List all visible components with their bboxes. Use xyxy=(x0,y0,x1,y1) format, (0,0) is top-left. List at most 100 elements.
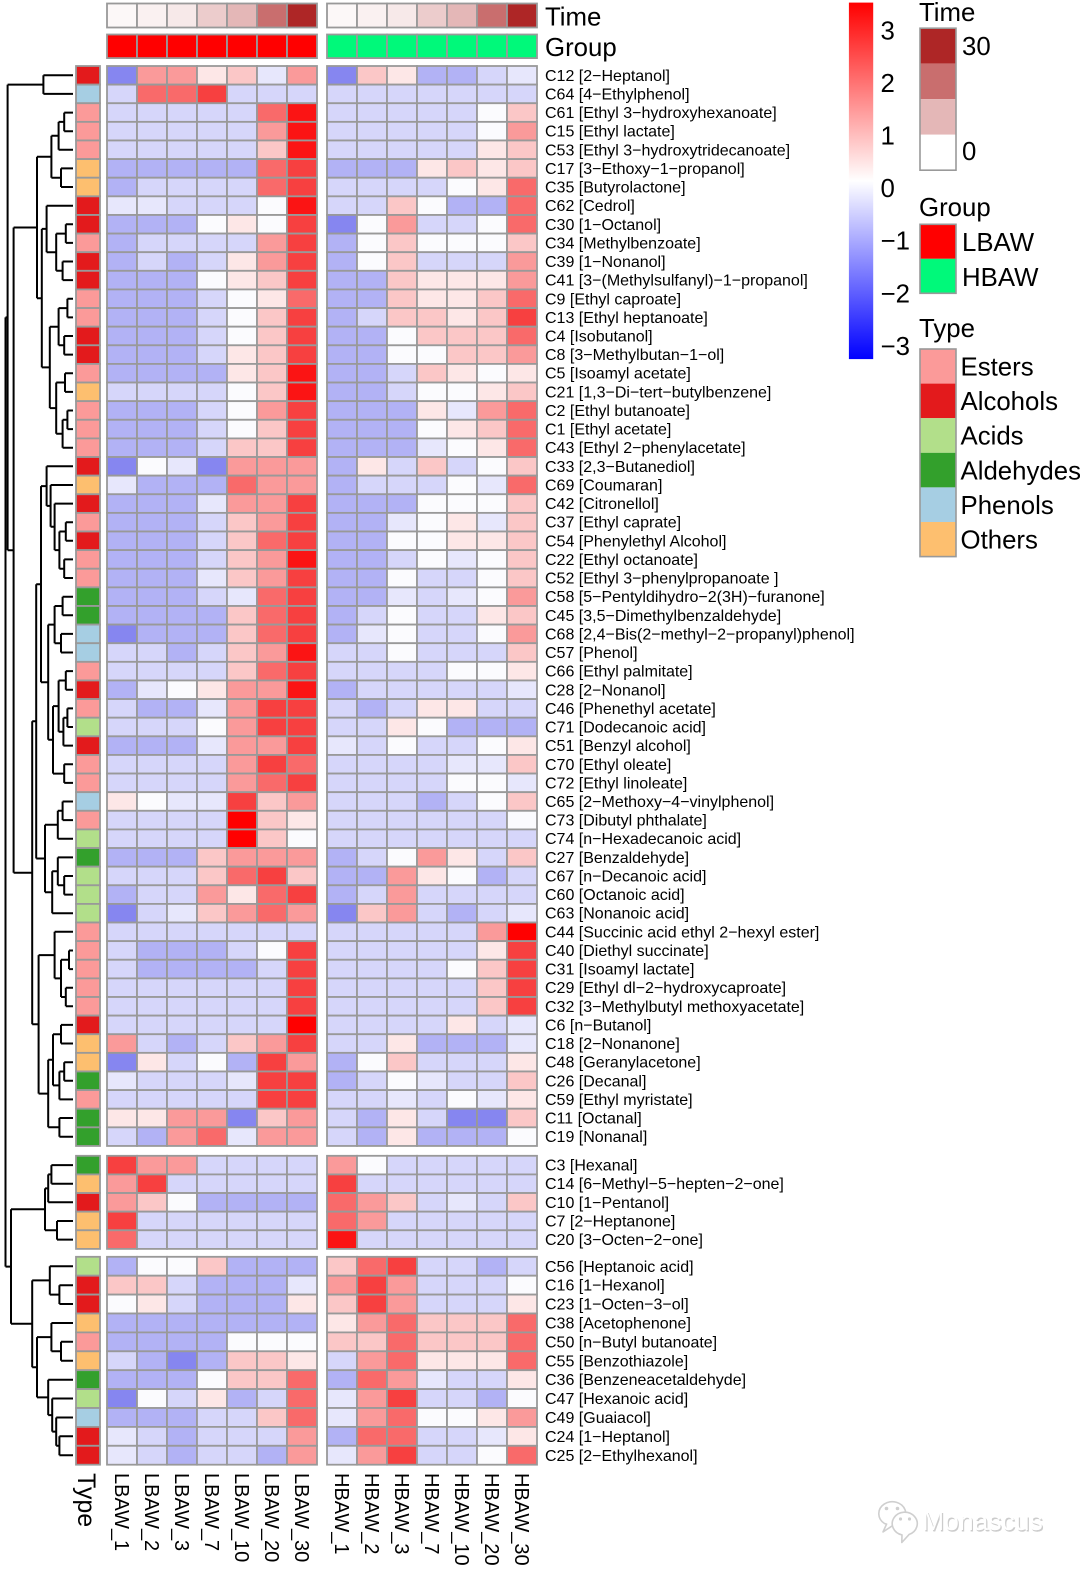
svg-text:C21 [1,3−Di−tert−butylbenzene]: C21 [1,3−Di−tert−butylbenzene] xyxy=(545,384,771,401)
svg-text:C62 [Cedrol]: C62 [Cedrol] xyxy=(545,198,635,215)
svg-text:C15 [Ethyl lactate]: C15 [Ethyl lactate] xyxy=(545,124,675,141)
svg-text:HBAW_30: HBAW_30 xyxy=(510,1473,532,1566)
svg-text:C30 [1−Octanol]: C30 [1−Octanol] xyxy=(545,217,661,234)
svg-text:C12 [2−Heptanol]: C12 [2−Heptanol] xyxy=(545,68,670,85)
svg-text:C35 [Butyrolactone]: C35 [Butyrolactone] xyxy=(545,180,686,197)
svg-text:C14 [6−Methyl−5−hepten−2−one]: C14 [6−Methyl−5−hepten−2−one] xyxy=(545,1176,784,1193)
svg-text:C5 [Isoamyl acetate]: C5 [Isoamyl acetate] xyxy=(545,366,691,383)
svg-text:C29 [Ethyl dl−2−hydroxycaproat: C29 [Ethyl dl−2−hydroxycaproate] xyxy=(545,980,786,997)
svg-text:Time: Time xyxy=(919,0,975,27)
svg-text:LBAW_10: LBAW_10 xyxy=(230,1473,252,1562)
svg-text:C23 [1−Octen−3−ol]: C23 [1−Octen−3−ol] xyxy=(545,1297,689,1314)
svg-text:C41 [3−(Methylsulfanyl)−1−prop: C41 [3−(Methylsulfanyl)−1−propanol] xyxy=(545,273,808,290)
svg-text:C1 [Ethyl acetate]: C1 [Ethyl acetate] xyxy=(545,422,671,439)
svg-text:LBAW_1: LBAW_1 xyxy=(110,1473,132,1551)
svg-text:C64 [4−Ethylphenol]: C64 [4−Ethylphenol] xyxy=(545,86,690,103)
svg-text:C71 [Dodecanoic acid]: C71 [Dodecanoic acid] xyxy=(545,720,706,737)
svg-text:Time: Time xyxy=(545,3,601,31)
svg-text:C43 [Ethyl 2−phenylacetate]: C43 [Ethyl 2−phenylacetate] xyxy=(545,440,746,457)
svg-text:LBAW_7: LBAW_7 xyxy=(200,1473,222,1551)
svg-text:C37 [Ethyl caprate]: C37 [Ethyl caprate] xyxy=(545,515,681,532)
svg-text:HBAW_3: HBAW_3 xyxy=(390,1473,412,1555)
svg-text:C9 [Ethyl caproate]: C9 [Ethyl caproate] xyxy=(545,291,681,308)
svg-text:LBAW_20: LBAW_20 xyxy=(260,1473,282,1562)
svg-text:HBAW_2: HBAW_2 xyxy=(360,1473,382,1555)
svg-text:C3 [Hexanal]: C3 [Hexanal] xyxy=(545,1158,638,1175)
svg-text:−2: −2 xyxy=(881,280,910,308)
svg-text:Type: Type xyxy=(919,315,975,343)
svg-text:Type: Type xyxy=(72,1473,100,1527)
svg-text:C8 [3−Methylbutan−1−ol]: C8 [3−Methylbutan−1−ol] xyxy=(545,347,724,364)
svg-text:LBAW_3: LBAW_3 xyxy=(170,1473,192,1551)
svg-text:Monascus: Monascus xyxy=(922,1506,1043,1536)
svg-text:C67 [n−Decanoic acid]: C67 [n−Decanoic acid] xyxy=(545,868,706,885)
svg-text:C32 [3−Methylbutyl methoxyacet: C32 [3−Methylbutyl methoxyacetate] xyxy=(545,999,804,1016)
svg-text:HBAW_7: HBAW_7 xyxy=(420,1473,442,1555)
svg-text:C44 [Succinic acid ethyl 2−hex: C44 [Succinic acid ethyl 2−hexyl ester] xyxy=(545,924,819,941)
svg-text:C66 [Ethyl palmitate]: C66 [Ethyl palmitate] xyxy=(545,664,693,681)
svg-text:C58 [5−Pentyldihydro−2(3H)−fur: C58 [5−Pentyldihydro−2(3H)−furanone] xyxy=(545,589,825,606)
svg-text:C52 [Ethyl 3−phenylpropanoate: C52 [Ethyl 3−phenylpropanoate ] xyxy=(545,571,779,588)
svg-text:Group: Group xyxy=(919,194,991,222)
svg-text:C36 [Benzeneacetaldehyde]: C36 [Benzeneacetaldehyde] xyxy=(545,1372,746,1389)
svg-text:C50 [n−Butyl butanoate]: C50 [n−Butyl butanoate] xyxy=(545,1334,717,1351)
svg-text:C45 [3,5−Dimethylbenzaldehyde]: C45 [3,5−Dimethylbenzaldehyde] xyxy=(545,608,781,625)
svg-text:C53 [Ethyl 3−hydroxytridecanoa: C53 [Ethyl 3−hydroxytridecanoate] xyxy=(545,142,790,159)
svg-text:C68 [2,4−Bis(2−methyl−2−propan: C68 [2,4−Bis(2−methyl−2−propanyl)phenol] xyxy=(545,626,855,643)
svg-text:C57 [Phenol]: C57 [Phenol] xyxy=(545,645,638,662)
svg-text:0: 0 xyxy=(881,175,895,203)
svg-text:HBAW: HBAW xyxy=(962,264,1039,292)
svg-text:C13 [Ethyl heptanoate]: C13 [Ethyl heptanoate] xyxy=(545,310,708,327)
svg-text:C65 [2−Methoxy−4−vinylphenol]: C65 [2−Methoxy−4−vinylphenol] xyxy=(545,794,774,811)
svg-text:C33 [2,3−Butanediol]: C33 [2,3−Butanediol] xyxy=(545,459,695,476)
svg-text:LBAW_2: LBAW_2 xyxy=(140,1473,162,1551)
svg-text:−3: −3 xyxy=(881,333,910,361)
svg-text:C24 [1−Heptanol]: C24 [1−Heptanol] xyxy=(545,1429,670,1446)
svg-text:Esters: Esters xyxy=(961,354,1034,382)
svg-text:C11 [Octanal]: C11 [Octanal] xyxy=(545,1111,642,1128)
svg-text:C19 [Nonanal]: C19 [Nonanal] xyxy=(545,1129,647,1146)
svg-text:Alcohols: Alcohols xyxy=(961,388,1059,416)
svg-text:C27 [Benzaldehyde]: C27 [Benzaldehyde] xyxy=(545,850,689,867)
svg-text:C51 [Benzyl alcohol]: C51 [Benzyl alcohol] xyxy=(545,738,691,755)
svg-text:C42 [Citronellol]: C42 [Citronellol] xyxy=(545,496,659,513)
svg-text:C4 [Isobutanol]: C4 [Isobutanol] xyxy=(545,328,653,345)
svg-text:C16 [1−Hexanol]: C16 [1−Hexanol] xyxy=(545,1278,665,1295)
svg-text:C73 [Dibutyl phthalate]: C73 [Dibutyl phthalate] xyxy=(545,813,707,830)
svg-text:C48 [Geranylacetone]: C48 [Geranylacetone] xyxy=(545,1055,701,1072)
svg-text:C63 [Nonanoic acid]: C63 [Nonanoic acid] xyxy=(545,906,689,923)
svg-text:C61 [Ethyl 3−hydroxyhexanoate]: C61 [Ethyl 3−hydroxyhexanoate] xyxy=(545,105,777,122)
svg-text:HBAW_20: HBAW_20 xyxy=(480,1473,502,1566)
svg-text:C10 [1−Pentanol]: C10 [1−Pentanol] xyxy=(545,1195,669,1212)
svg-text:2: 2 xyxy=(881,70,895,98)
svg-text:−1: −1 xyxy=(881,228,910,256)
svg-text:C25 [2−Ethylhexanol]: C25 [2−Ethylhexanol] xyxy=(545,1448,698,1465)
svg-text:C46 [Phenethyl acetate]: C46 [Phenethyl acetate] xyxy=(545,701,716,718)
svg-text:C55 [Benzothiazole]: C55 [Benzothiazole] xyxy=(545,1353,688,1370)
svg-text:C49 [Guaiacol]: C49 [Guaiacol] xyxy=(545,1410,651,1427)
svg-text:Aldehydes: Aldehydes xyxy=(961,457,1080,485)
svg-text:C72 [Ethyl linoleate]: C72 [Ethyl linoleate] xyxy=(545,775,687,792)
svg-text:C38 [Acetophenone]: C38 [Acetophenone] xyxy=(545,1315,691,1332)
svg-text:Phenols: Phenols xyxy=(961,492,1054,520)
svg-text:C74 [n−Hexadecanoic acid]: C74 [n−Hexadecanoic acid] xyxy=(545,831,741,848)
svg-text:C20 [3−Octen−2−one]: C20 [3−Octen−2−one] xyxy=(545,1232,703,1249)
svg-text:HBAW_1: HBAW_1 xyxy=(330,1473,352,1555)
svg-text:C69 [Coumaran]: C69 [Coumaran] xyxy=(545,477,662,494)
svg-text:C17 [3−Ethoxy−1−propanol]: C17 [3−Ethoxy−1−propanol] xyxy=(545,161,745,178)
svg-text:C18 [2−Nonanone]: C18 [2−Nonanone] xyxy=(545,1036,680,1053)
svg-text:C60 [Octanoic acid]: C60 [Octanoic acid] xyxy=(545,887,685,904)
svg-text:LBAW: LBAW xyxy=(962,229,1035,257)
svg-text:LBAW_30: LBAW_30 xyxy=(290,1473,312,1562)
svg-text:C26 [Decanal]: C26 [Decanal] xyxy=(545,1073,646,1090)
svg-text:C6 [n−Butanol]: C6 [n−Butanol] xyxy=(545,1017,651,1034)
svg-text:C34 [Methylbenzoate]: C34 [Methylbenzoate] xyxy=(545,235,701,252)
svg-text:C70 [Ethyl oleate]: C70 [Ethyl oleate] xyxy=(545,757,671,774)
svg-text:HBAW_10: HBAW_10 xyxy=(450,1473,472,1566)
svg-text:C56 [Heptanoic acid]: C56 [Heptanoic acid] xyxy=(545,1259,694,1276)
svg-text:C39 [1−Nonanol]: C39 [1−Nonanol] xyxy=(545,254,666,271)
svg-text:C31 [Isoamyl lactate]: C31 [Isoamyl lactate] xyxy=(545,962,694,979)
svg-text:3: 3 xyxy=(881,17,895,45)
svg-text:C59 [Ethyl myristate]: C59 [Ethyl myristate] xyxy=(545,1092,693,1109)
svg-text:1: 1 xyxy=(881,123,895,151)
